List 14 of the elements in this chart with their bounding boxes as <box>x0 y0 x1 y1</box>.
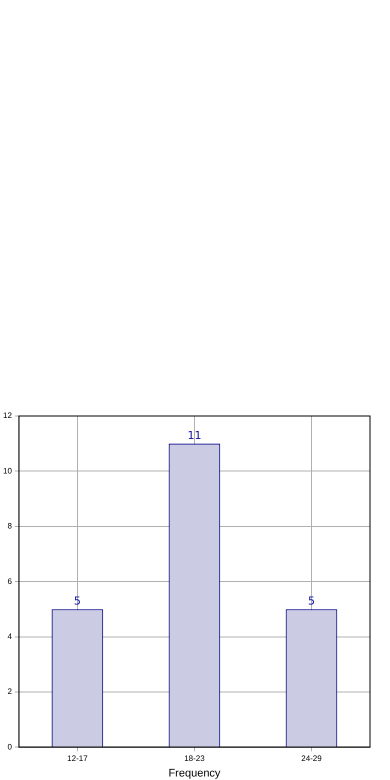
y-tick-label: 0 <box>7 742 12 752</box>
data-label: 11 <box>187 428 202 442</box>
y-tick-label: 12 <box>2 411 12 420</box>
y-tick-label: 10 <box>2 466 12 476</box>
x-tick-label: 12-17 <box>67 754 88 764</box>
y-tick-label: 2 <box>7 687 12 696</box>
x-axis-title: Frequency <box>168 767 221 780</box>
y-tick-label: 4 <box>7 632 12 642</box>
x-tick-label: 18-23 <box>184 754 206 764</box>
y-tick-label: 8 <box>7 522 12 531</box>
data-label: 5 <box>74 594 81 608</box>
y-tick-label: 6 <box>7 576 12 586</box>
x-tick-label: 24-29 <box>301 754 322 764</box>
data-label: 5 <box>308 594 315 608</box>
